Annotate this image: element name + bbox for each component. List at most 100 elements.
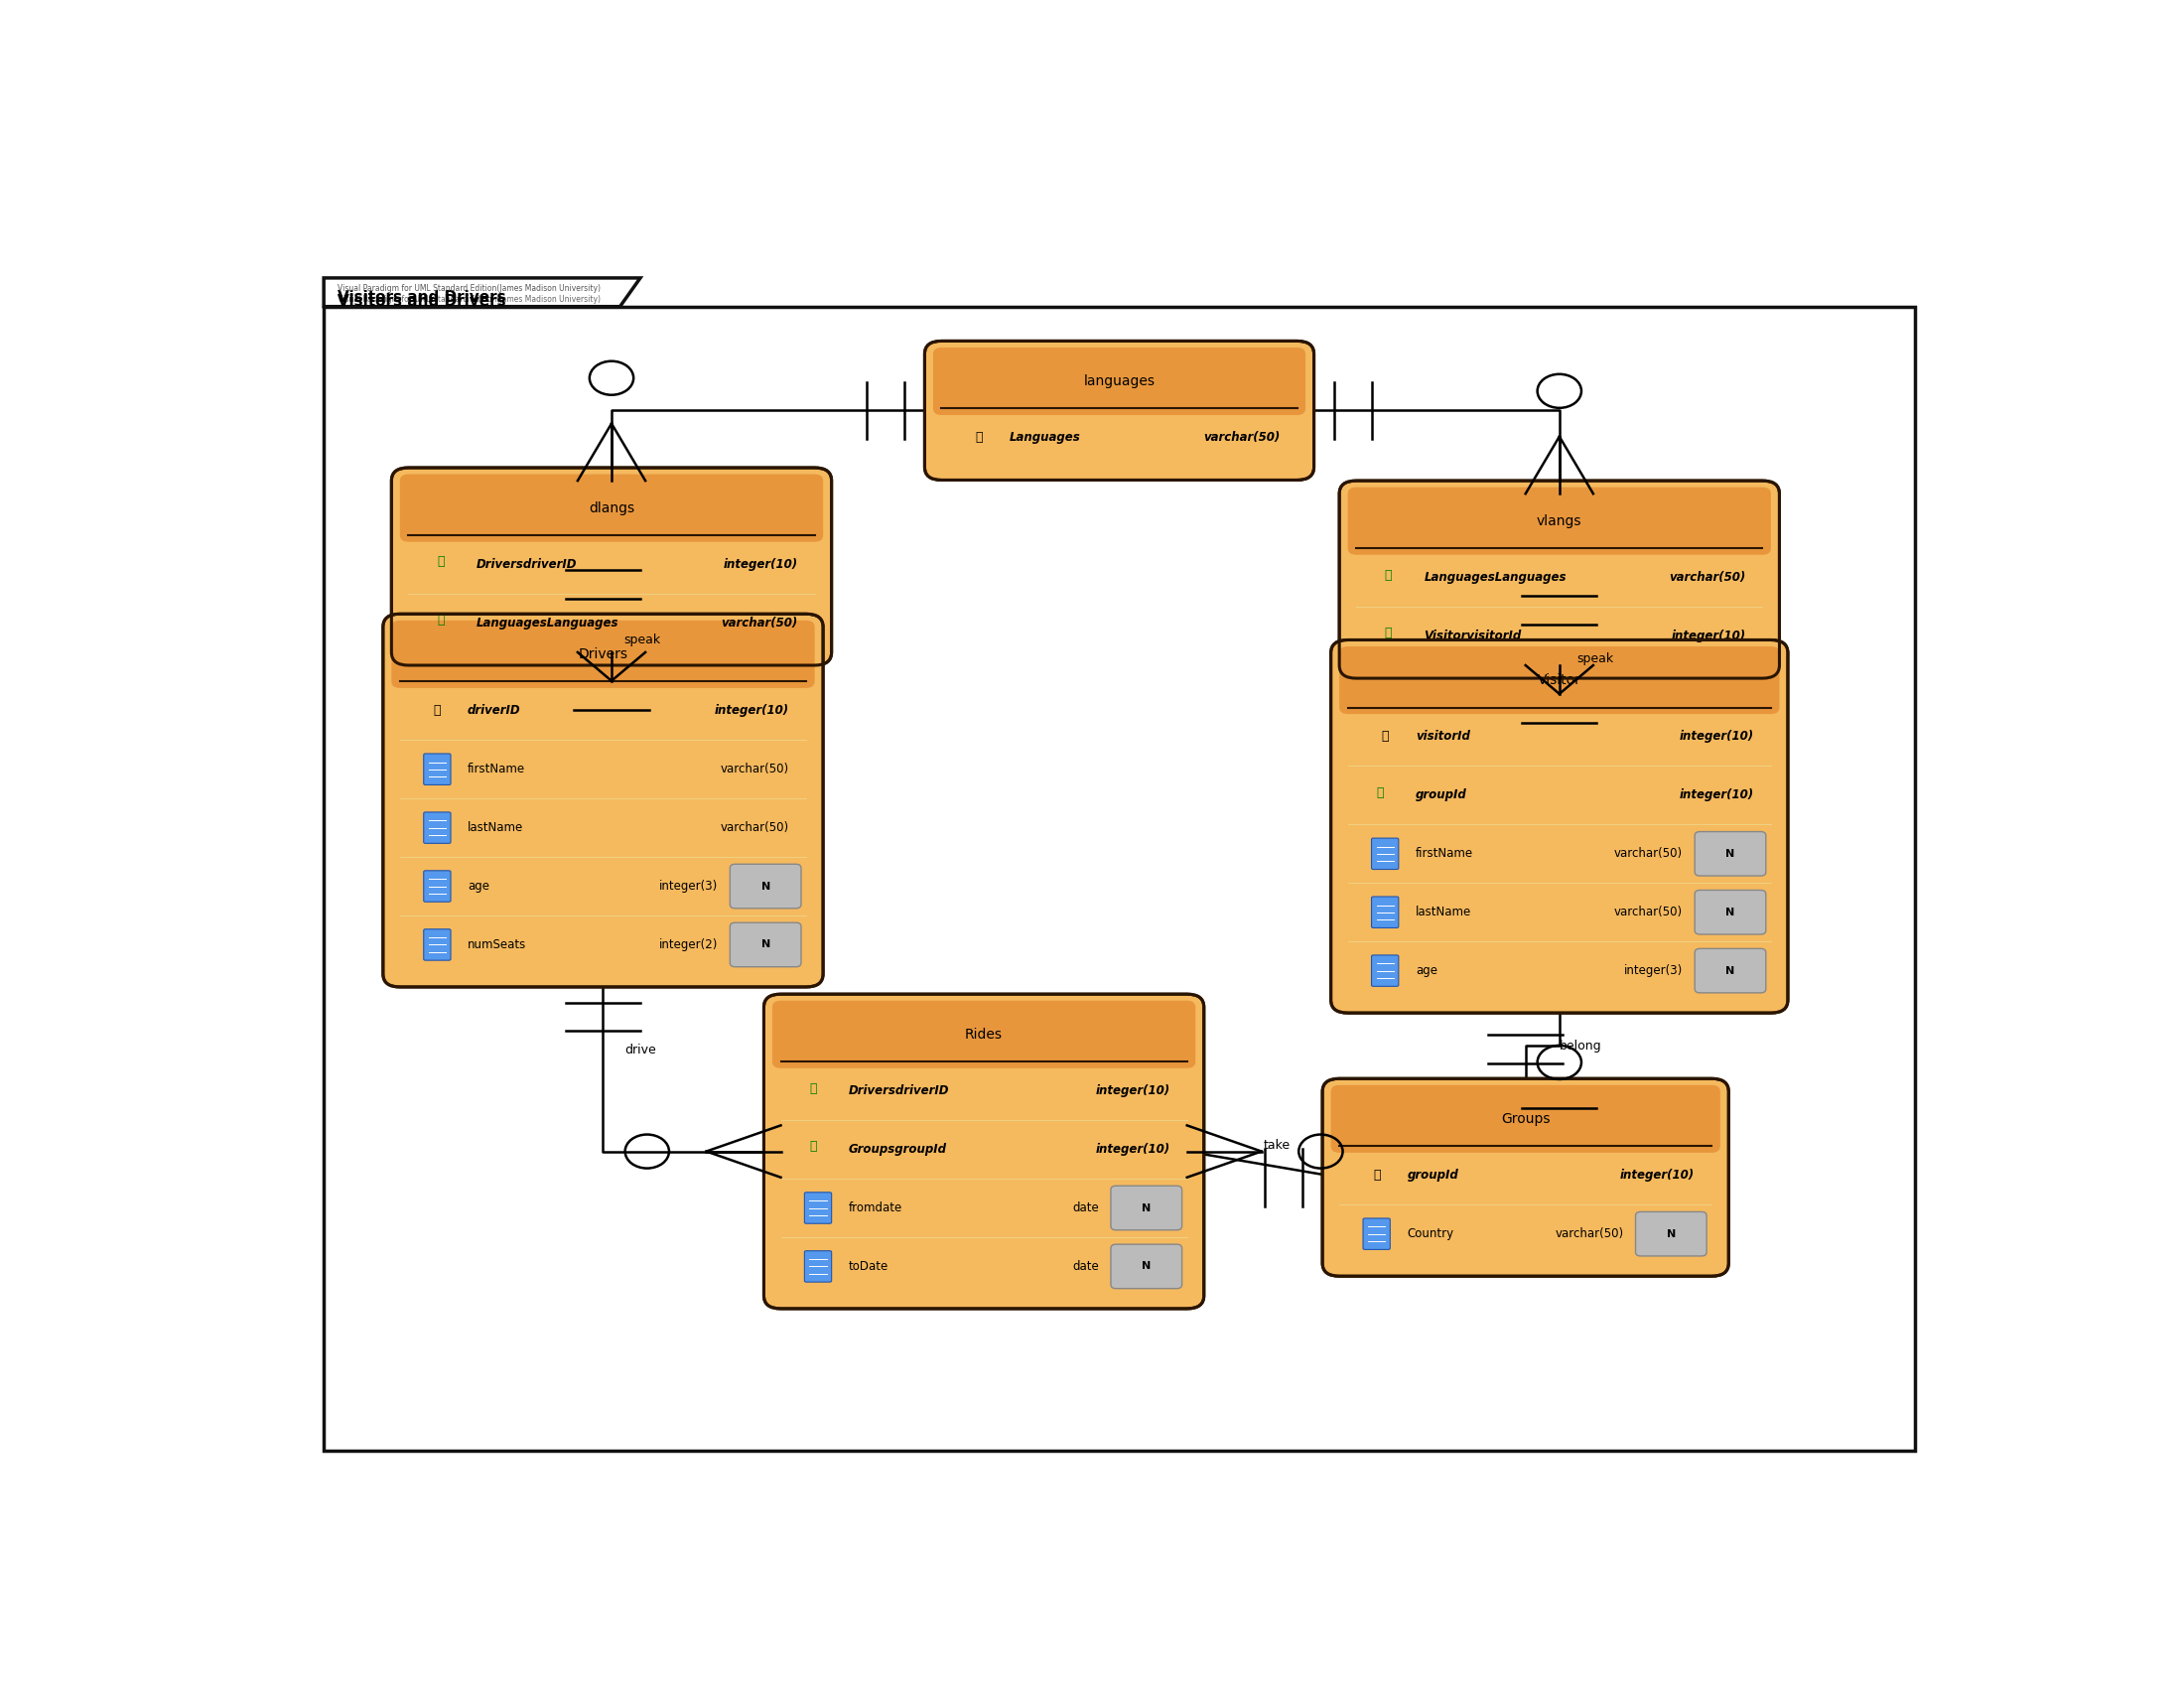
FancyBboxPatch shape	[1348, 488, 1771, 555]
Text: 🔑: 🔑	[1385, 626, 1391, 640]
Text: 🔑: 🔑	[974, 432, 983, 444]
Text: N: N	[1725, 966, 1734, 976]
Text: firstName: firstName	[1415, 847, 1474, 861]
Text: varchar(50): varchar(50)	[1669, 571, 1745, 584]
FancyBboxPatch shape	[1695, 949, 1767, 993]
FancyBboxPatch shape	[773, 1001, 1195, 1069]
Text: 🔑: 🔑	[1385, 569, 1391, 581]
Text: varchar(50): varchar(50)	[721, 763, 788, 776]
Text: integer(10): integer(10)	[1679, 731, 1754, 743]
Text: varchar(50): varchar(50)	[1614, 847, 1684, 861]
Text: N: N	[1142, 1261, 1151, 1271]
FancyBboxPatch shape	[1339, 647, 1780, 714]
Polygon shape	[323, 279, 640, 307]
Text: 🔑: 🔑	[810, 1141, 817, 1153]
Text: belong: belong	[1559, 1040, 1601, 1052]
FancyBboxPatch shape	[1636, 1212, 1706, 1256]
FancyBboxPatch shape	[1372, 839, 1398, 869]
Text: integer(10): integer(10)	[1096, 1084, 1171, 1097]
Text: groupId: groupId	[1415, 788, 1468, 802]
Text: varchar(50): varchar(50)	[721, 616, 797, 630]
Text: fromdate: fromdate	[847, 1202, 902, 1214]
FancyBboxPatch shape	[729, 864, 802, 908]
FancyBboxPatch shape	[1363, 1219, 1389, 1249]
FancyBboxPatch shape	[1112, 1187, 1182, 1231]
Text: vlangs: vlangs	[1538, 515, 1581, 528]
Text: Visitors and Drivers: Visitors and Drivers	[336, 290, 507, 306]
Text: take: take	[1262, 1138, 1291, 1151]
FancyBboxPatch shape	[1330, 640, 1789, 1013]
Text: N: N	[1725, 906, 1734, 917]
FancyBboxPatch shape	[1330, 1085, 1721, 1153]
Text: integer(10): integer(10)	[714, 704, 788, 717]
Text: 🔑: 🔑	[432, 704, 441, 717]
Text: VisitorvisitorId: VisitorvisitorId	[1424, 630, 1522, 643]
FancyBboxPatch shape	[924, 341, 1315, 479]
Text: firstName: firstName	[467, 763, 526, 776]
FancyBboxPatch shape	[391, 621, 815, 689]
Text: drive: drive	[625, 1043, 655, 1057]
Text: dlangs: dlangs	[590, 501, 633, 515]
Text: speak: speak	[1577, 653, 1614, 665]
FancyBboxPatch shape	[400, 474, 823, 542]
FancyBboxPatch shape	[1339, 481, 1780, 679]
Text: integer(10): integer(10)	[723, 559, 797, 571]
Text: LanguagesLanguages: LanguagesLanguages	[476, 616, 618, 630]
FancyBboxPatch shape	[933, 348, 1306, 415]
FancyBboxPatch shape	[424, 928, 450, 960]
FancyBboxPatch shape	[1695, 832, 1767, 876]
Text: Groups: Groups	[1500, 1112, 1551, 1126]
FancyBboxPatch shape	[323, 307, 1915, 1450]
FancyBboxPatch shape	[804, 1251, 832, 1281]
Text: integer(10): integer(10)	[1096, 1143, 1171, 1156]
FancyBboxPatch shape	[424, 871, 450, 901]
Text: toDate: toDate	[847, 1259, 889, 1273]
Text: DriversdriverID: DriversdriverID	[847, 1084, 950, 1097]
FancyBboxPatch shape	[424, 753, 450, 785]
Text: Rides: Rides	[965, 1028, 1002, 1041]
Text: N: N	[1725, 849, 1734, 859]
Text: 🔑: 🔑	[1380, 731, 1389, 743]
Text: Visual Paradigm for UML Standard Edition(James Madison University): Visual Paradigm for UML Standard Edition…	[336, 295, 601, 304]
Text: Visitors and Drivers: Visitors and Drivers	[336, 294, 507, 309]
Text: varchar(50): varchar(50)	[1614, 906, 1684, 918]
Text: integer(10): integer(10)	[1671, 630, 1745, 643]
Text: lastName: lastName	[1415, 906, 1472, 918]
Text: integer(2): integer(2)	[660, 939, 719, 950]
Text: date: date	[1072, 1202, 1099, 1214]
Text: 🔑: 🔑	[1376, 787, 1385, 798]
Text: GroupsgroupId: GroupsgroupId	[847, 1143, 946, 1156]
FancyBboxPatch shape	[1321, 1079, 1730, 1276]
Text: 🔑: 🔑	[810, 1082, 817, 1096]
Text: 🔑: 🔑	[1374, 1170, 1380, 1182]
FancyBboxPatch shape	[1372, 955, 1398, 986]
Text: Drivers: Drivers	[579, 647, 627, 662]
Text: date: date	[1072, 1259, 1099, 1273]
Text: varchar(50): varchar(50)	[1203, 432, 1280, 444]
Text: age: age	[467, 879, 489, 893]
FancyBboxPatch shape	[424, 812, 450, 844]
Text: driverID: driverID	[467, 704, 522, 717]
Text: 🔑: 🔑	[437, 555, 443, 569]
FancyBboxPatch shape	[1372, 896, 1398, 928]
Text: integer(3): integer(3)	[1625, 964, 1684, 977]
Text: DriversdriverID: DriversdriverID	[476, 559, 577, 571]
FancyBboxPatch shape	[391, 468, 832, 665]
Text: Visitor: Visitor	[1538, 674, 1581, 687]
Text: 🔑: 🔑	[437, 614, 443, 626]
Text: age: age	[1415, 964, 1437, 977]
Text: varchar(50): varchar(50)	[721, 822, 788, 834]
Text: Languages: Languages	[1009, 432, 1081, 444]
Text: LanguagesLanguages: LanguagesLanguages	[1424, 571, 1566, 584]
FancyBboxPatch shape	[1112, 1244, 1182, 1288]
FancyBboxPatch shape	[764, 994, 1203, 1308]
Text: groupId: groupId	[1406, 1170, 1459, 1182]
Text: Country: Country	[1406, 1227, 1455, 1241]
FancyBboxPatch shape	[1695, 890, 1767, 935]
Text: integer(10): integer(10)	[1679, 788, 1754, 802]
Text: varchar(50): varchar(50)	[1555, 1227, 1623, 1241]
Text: languages: languages	[1083, 375, 1155, 388]
FancyBboxPatch shape	[804, 1192, 832, 1224]
Text: Visual Paradigm for UML Standard Edition(James Madison University): Visual Paradigm for UML Standard Edition…	[336, 284, 601, 292]
Text: integer(3): integer(3)	[660, 879, 719, 893]
